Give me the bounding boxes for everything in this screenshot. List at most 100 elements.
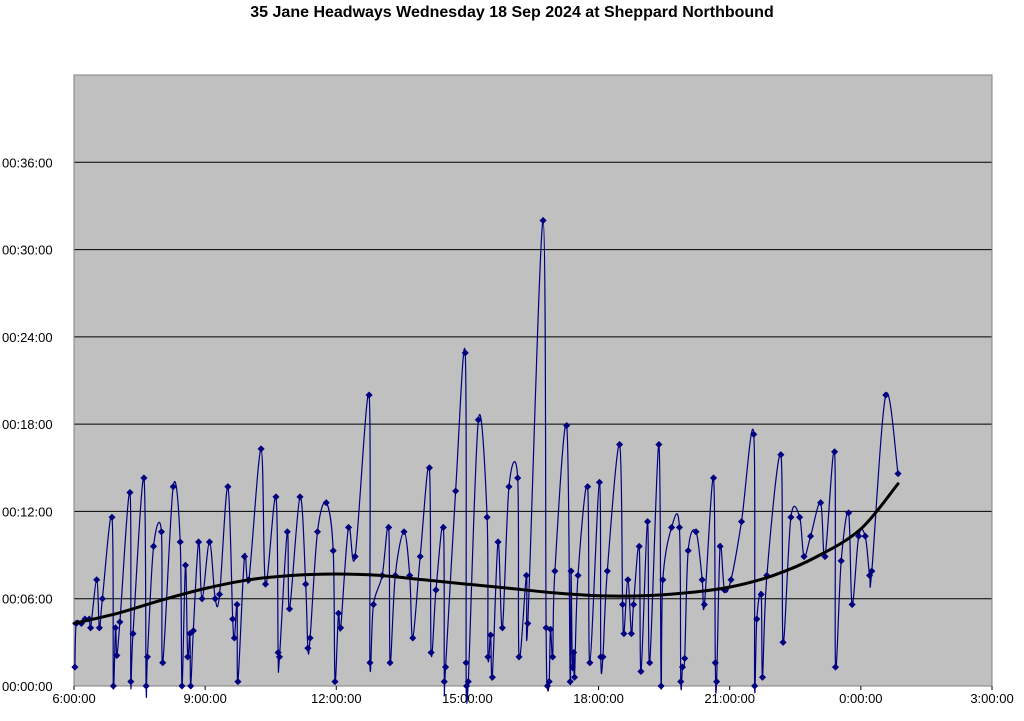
x-tick-label: 6:00:00 (52, 691, 95, 706)
data-point (684, 547, 692, 555)
data-point (176, 538, 184, 546)
data-point (711, 659, 719, 667)
data-point (570, 648, 578, 657)
data-point (484, 653, 492, 661)
data-point (313, 528, 322, 536)
y-axis: 00:00:00 00:06:00 00:12:00 00:18:00 00:24:00… (2, 155, 53, 694)
data-point (712, 677, 721, 686)
x-axis: 6:00:00 9:00:00 12:00:00 15:00:00 18:00:00 21… (52, 686, 1014, 706)
data-point (646, 659, 654, 667)
data-point (230, 634, 239, 642)
data-point (494, 538, 502, 546)
data-point (129, 629, 137, 638)
data-point (451, 487, 460, 495)
data-point (159, 659, 167, 667)
data-point (678, 663, 687, 671)
data-point (462, 659, 470, 667)
data-point (486, 631, 495, 639)
data-point (698, 576, 706, 584)
headway-series (71, 216, 902, 704)
data-point (272, 493, 280, 501)
data-point (637, 667, 645, 676)
data-point (488, 673, 496, 681)
x-tick-label: 21:00:00 (704, 691, 755, 706)
data-point (599, 653, 607, 661)
data-point (184, 653, 192, 661)
data-point (111, 624, 120, 632)
data-point (143, 653, 152, 661)
plot-border (73, 74, 993, 687)
trendline (72, 482, 900, 625)
data-point (126, 488, 134, 497)
x-tick-label: 0:00:00 (839, 691, 882, 706)
data-point (700, 600, 709, 609)
data-point (806, 532, 815, 540)
data-point (169, 483, 177, 491)
data-point (583, 483, 592, 491)
data-point (586, 659, 594, 667)
data-point (758, 673, 767, 681)
data-point (505, 483, 513, 491)
data-point (787, 513, 795, 521)
data-point (474, 416, 483, 424)
data-point (855, 532, 863, 540)
data-point (568, 663, 576, 671)
data-point (830, 448, 839, 456)
data-point (441, 663, 450, 671)
data-point (386, 659, 394, 667)
data-point (427, 648, 435, 657)
data-point (93, 576, 101, 584)
data-point (275, 653, 284, 661)
data-point (861, 532, 869, 540)
data-point (369, 600, 378, 609)
data-point (337, 624, 345, 632)
data-point (549, 653, 557, 661)
x-tick-label: 3:00:00 (970, 691, 1013, 706)
data-point (127, 677, 135, 686)
data-point (692, 528, 700, 536)
data-point (750, 682, 759, 690)
data-point (86, 624, 95, 632)
data-point (109, 682, 117, 690)
data-point (409, 634, 417, 642)
y-tick-label: 00:18:00 (2, 417, 53, 432)
data-point (483, 513, 491, 521)
data-point (205, 538, 214, 546)
data-point (629, 600, 638, 609)
data-point (140, 474, 148, 482)
trendline-path (72, 482, 900, 625)
data-point (498, 624, 507, 632)
data-point (329, 547, 337, 555)
data-point (635, 542, 643, 550)
data-point (657, 682, 665, 690)
data-point (659, 576, 667, 584)
data-point (515, 653, 523, 661)
data-point (514, 474, 522, 482)
data-point (667, 523, 676, 532)
data-point (211, 595, 219, 603)
y-tick-label: 00:12:00 (2, 504, 53, 519)
data-point (322, 499, 330, 507)
data-point (522, 571, 531, 580)
data-point (157, 528, 166, 536)
data-point (229, 615, 237, 623)
data-point (416, 552, 424, 561)
data-point (618, 600, 627, 609)
data-point (178, 682, 186, 690)
data-point (116, 618, 124, 626)
data-point (716, 542, 724, 550)
data-point (461, 349, 469, 357)
data-point (816, 499, 825, 507)
data-point (261, 580, 270, 588)
data-point (709, 474, 718, 482)
data-point (187, 682, 195, 690)
data-point (675, 523, 684, 532)
data-point (366, 659, 374, 667)
data-point (546, 625, 555, 633)
data-point (462, 682, 471, 690)
data-point (831, 663, 840, 671)
data-point (627, 629, 636, 638)
data-point (753, 615, 761, 623)
data-point (304, 644, 312, 652)
